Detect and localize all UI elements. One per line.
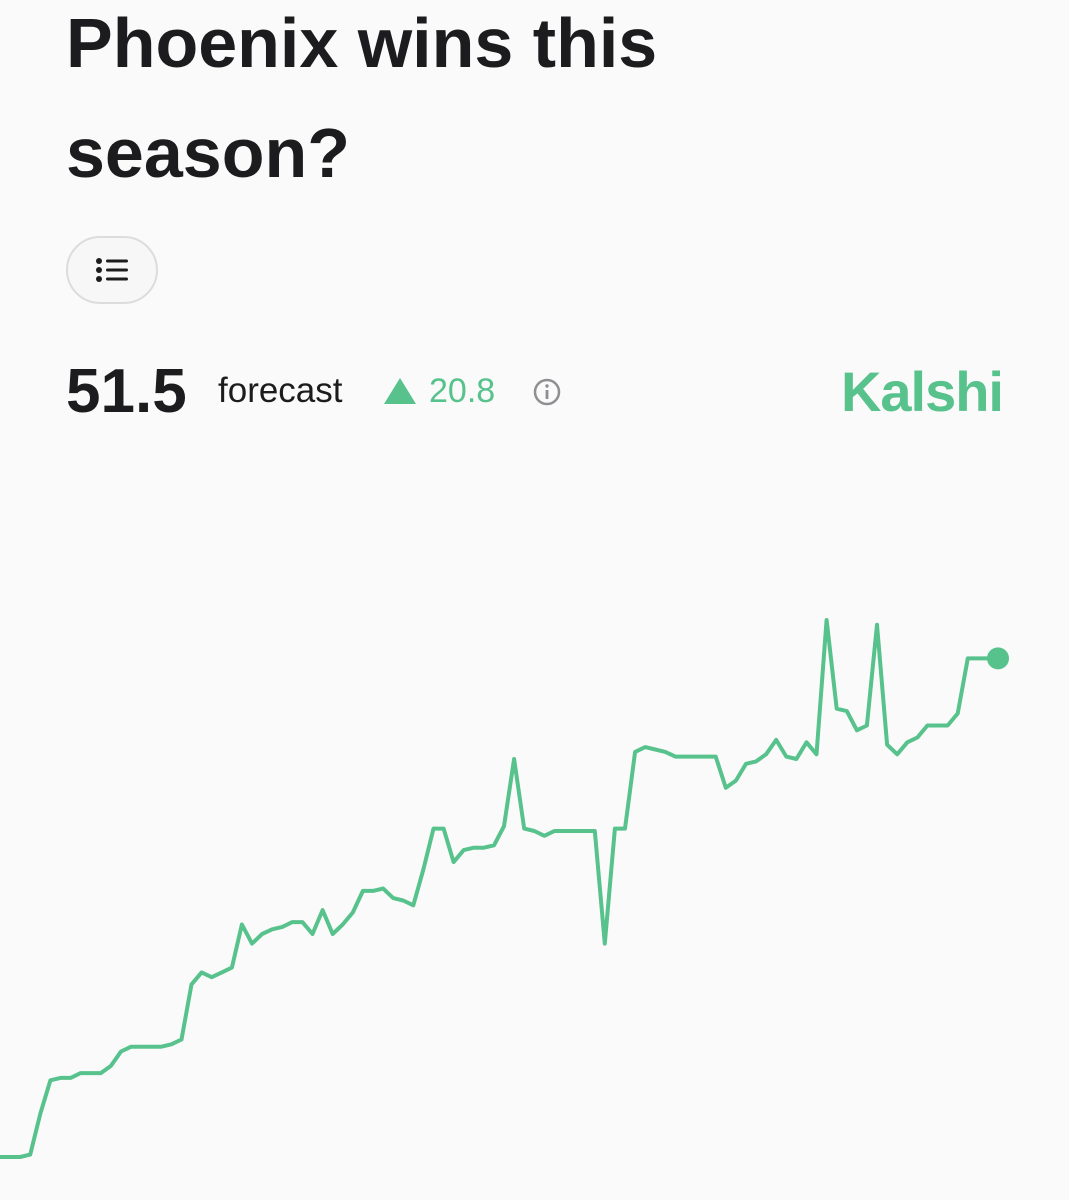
price-line	[0, 618, 998, 1159]
list-icon	[96, 258, 128, 282]
forecast-value: 51.5	[66, 356, 187, 426]
rules-button[interactable]	[66, 236, 158, 304]
forecast-change: 20.8	[383, 355, 495, 427]
last-point	[987, 647, 1009, 670]
change-value: 20.8	[429, 371, 496, 410]
forecast-label: forecast	[218, 371, 343, 410]
up-triangle	[384, 378, 416, 404]
info-icon[interactable]	[532, 377, 562, 407]
market-title: Phoenix wins this season?	[66, 4, 658, 192]
brand-logo[interactable]: Kalshi	[840, 359, 1004, 423]
